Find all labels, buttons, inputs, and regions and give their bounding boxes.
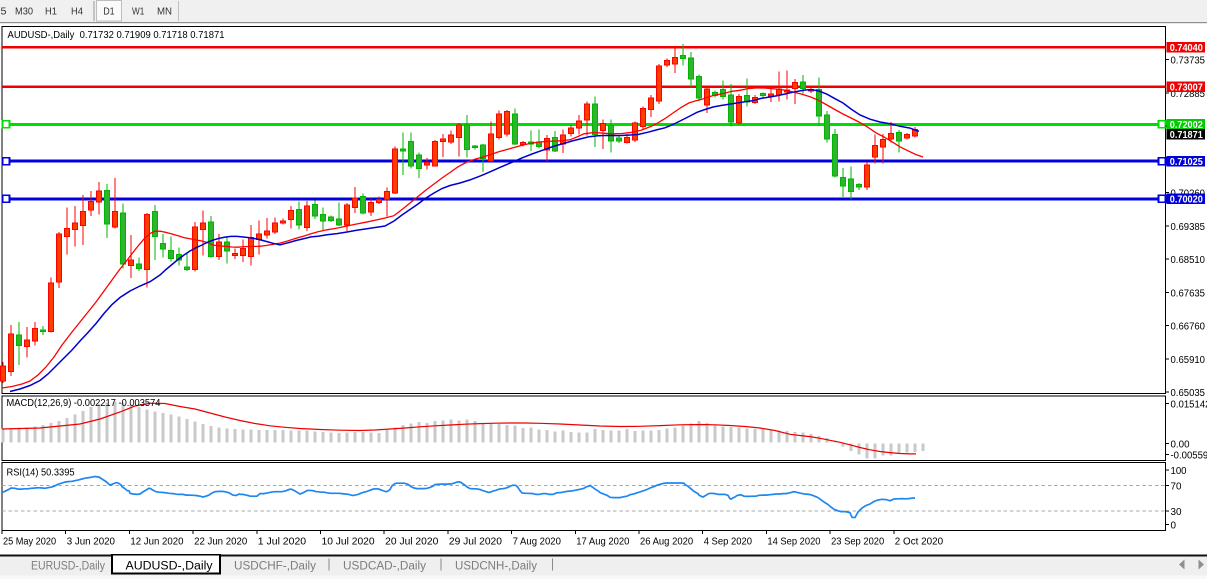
svg-text:10 Jul 2020: 10 Jul 2020 — [322, 536, 376, 547]
svg-text:0.68510: 0.68510 — [1171, 255, 1206, 266]
svg-text:-0.005595: -0.005595 — [1171, 451, 1207, 462]
svg-text:0.70020: 0.70020 — [1170, 195, 1204, 206]
svg-text:0.73735: 0.73735 — [1171, 56, 1206, 67]
svg-text:0.71871: 0.71871 — [1170, 130, 1204, 141]
svg-text:0.69385: 0.69385 — [1171, 222, 1206, 233]
svg-text:H1: H1 — [45, 7, 57, 18]
svg-text:14 Sep 2020: 14 Sep 2020 — [767, 536, 821, 547]
svg-text:EURUSD-,Daily: EURUSD-,Daily — [31, 560, 105, 572]
svg-text:4 Sep 2020: 4 Sep 2020 — [704, 536, 753, 547]
svg-text:26 Aug 2020: 26 Aug 2020 — [640, 536, 694, 547]
svg-text:D1: D1 — [103, 7, 115, 18]
svg-text:0.73007: 0.73007 — [1170, 82, 1204, 93]
svg-text:0.65035: 0.65035 — [1171, 388, 1206, 399]
svg-text:12 Jun 2020: 12 Jun 2020 — [130, 536, 184, 547]
svg-text:USDCAD-,Daily: USDCAD-,Daily — [343, 560, 426, 572]
svg-text:0.72002: 0.72002 — [1170, 120, 1204, 131]
svg-text:2 Oct 2020: 2 Oct 2020 — [895, 536, 944, 547]
svg-text:USDCHF-,Daily: USDCHF-,Daily — [234, 560, 316, 572]
svg-text:RSI(14) 50.3395: RSI(14) 50.3395 — [7, 467, 76, 478]
svg-text:23 Sep 2020: 23 Sep 2020 — [831, 536, 885, 547]
svg-text:M30: M30 — [15, 7, 33, 18]
svg-text:H4: H4 — [71, 7, 83, 18]
svg-text:70: 70 — [1171, 481, 1182, 492]
svg-text:0.65910: 0.65910 — [1171, 355, 1206, 366]
svg-text:0.66760: 0.66760 — [1171, 322, 1206, 333]
svg-text:MN: MN — [157, 7, 172, 18]
svg-text:0.74040: 0.74040 — [1170, 43, 1204, 54]
svg-text:25 May 2020: 25 May 2020 — [3, 536, 56, 547]
svg-text:0.00: 0.00 — [1171, 440, 1190, 451]
svg-text:100: 100 — [1171, 466, 1187, 477]
svg-text:17 Aug 2020: 17 Aug 2020 — [576, 536, 630, 547]
svg-text:20 Jul 2020: 20 Jul 2020 — [385, 536, 439, 547]
svg-text:0.67635: 0.67635 — [1171, 288, 1206, 299]
svg-text:MACD(12,26,9) -0.002217 -0.003: MACD(12,26,9) -0.002217 -0.003574 — [7, 398, 162, 409]
svg-text:29 Jul 2020: 29 Jul 2020 — [449, 536, 503, 547]
svg-text:USDCNH-,Daily: USDCNH-,Daily — [455, 560, 537, 572]
svg-text:3 Jun 2020: 3 Jun 2020 — [67, 536, 116, 547]
svg-text:7 Aug 2020: 7 Aug 2020 — [513, 536, 562, 547]
svg-text:0.015142: 0.015142 — [1171, 400, 1207, 411]
svg-text:1 Jul 2020: 1 Jul 2020 — [258, 536, 307, 547]
svg-text:W1: W1 — [132, 7, 145, 18]
svg-text:5: 5 — [1, 7, 7, 18]
svg-text:AUDUSD-,Daily: AUDUSD-,Daily — [126, 560, 213, 572]
svg-text:0: 0 — [1171, 521, 1177, 532]
svg-text:22 Jun 2020: 22 Jun 2020 — [194, 536, 248, 547]
svg-text:0.72885: 0.72885 — [1171, 89, 1206, 100]
svg-text:0.71025: 0.71025 — [1170, 157, 1204, 168]
svg-text:AUDUSD-,Daily 0.71732 0.71909: AUDUSD-,Daily 0.71732 0.71909 0.71718 0.… — [8, 29, 225, 41]
svg-text:30: 30 — [1171, 507, 1182, 518]
